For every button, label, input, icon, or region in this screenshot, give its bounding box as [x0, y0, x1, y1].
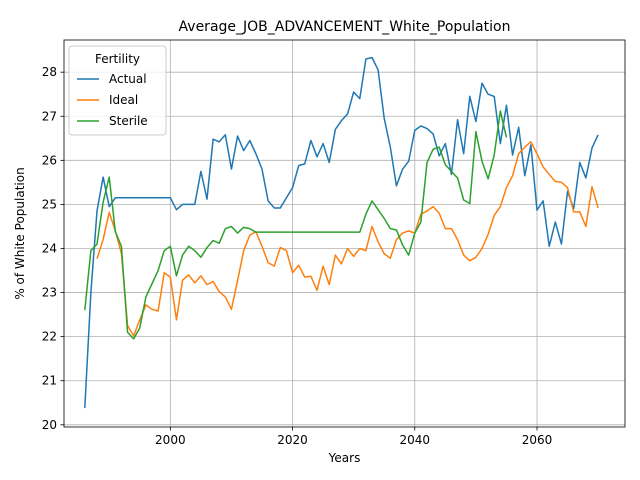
- y-tick-label: 26: [42, 153, 57, 167]
- axis-ticks: 2000 2020 2040 2060 20 21 22 23 24 25 26 27 28: [42, 65, 553, 447]
- chart-title: Average_JOB_ADVANCEMENT_White_Population: [179, 19, 511, 35]
- series-line-actual: [84, 56, 599, 409]
- x-axis-label: Years: [328, 451, 361, 465]
- y-tick-label: 25: [42, 197, 57, 211]
- y-tick-label: 24: [42, 241, 57, 255]
- y-tick-label: 23: [42, 286, 57, 300]
- series-line-ideal: [96, 141, 599, 337]
- legend-title: Fertility: [95, 52, 140, 66]
- y-tick-label: 21: [42, 374, 57, 388]
- legend-label-sterile: Sterile: [109, 114, 148, 128]
- x-tick-label: 2040: [400, 433, 431, 447]
- y-axis-label: % of White Population: [13, 167, 27, 299]
- x-tick-label: 2020: [277, 433, 308, 447]
- series-lines: [84, 56, 599, 409]
- y-tick-label: 27: [42, 109, 57, 123]
- legend-label-ideal: Ideal: [109, 93, 138, 107]
- series-line-sterile: [84, 110, 508, 340]
- y-tick-label: 22: [42, 330, 57, 344]
- legend-label-actual: Actual: [109, 72, 147, 86]
- y-tick-label: 28: [42, 65, 57, 79]
- x-tick-label: 2000: [155, 433, 186, 447]
- legend: Fertility Actual Ideal Sterile: [68, 45, 167, 136]
- y-tick-label: 20: [42, 418, 57, 432]
- legend-box: [68, 45, 167, 136]
- plot-frame: [63, 39, 626, 428]
- x-tick-label: 2060: [522, 433, 553, 447]
